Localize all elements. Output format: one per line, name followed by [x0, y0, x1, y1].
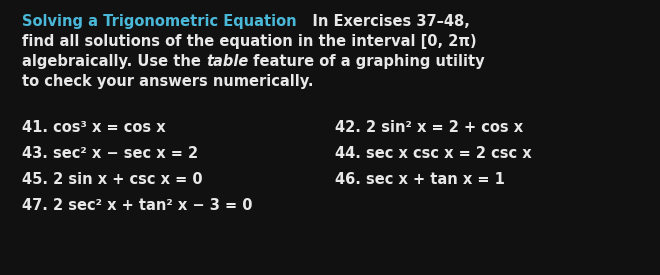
Text: feature of a graphing utility: feature of a graphing utility: [248, 54, 485, 69]
Text: 46. sec x + tan x = 1: 46. sec x + tan x = 1: [335, 172, 505, 187]
Text: table: table: [206, 54, 248, 69]
Text: 42. 2 sin² x = 2 + cos x: 42. 2 sin² x = 2 + cos x: [335, 120, 523, 135]
Text: 43. sec² x − sec x = 2: 43. sec² x − sec x = 2: [22, 146, 198, 161]
Text: In Exercises 37–48,: In Exercises 37–48,: [296, 14, 469, 29]
Text: 44. sec x csc x = 2 csc x: 44. sec x csc x = 2 csc x: [335, 146, 531, 161]
Text: 41. cos³ x = cos x: 41. cos³ x = cos x: [22, 120, 166, 135]
Text: to check your answers numerically.: to check your answers numerically.: [22, 74, 314, 89]
Text: find all solutions of the equation in the interval [0, 2π): find all solutions of the equation in th…: [22, 34, 477, 49]
Text: 47. 2 sec² x + tan² x − 3 = 0: 47. 2 sec² x + tan² x − 3 = 0: [22, 198, 253, 213]
Text: Solving a Trigonometric Equation: Solving a Trigonometric Equation: [22, 14, 296, 29]
Text: algebraically. Use the: algebraically. Use the: [22, 54, 206, 69]
Text: 45. 2 sin x + csc x = 0: 45. 2 sin x + csc x = 0: [22, 172, 203, 187]
